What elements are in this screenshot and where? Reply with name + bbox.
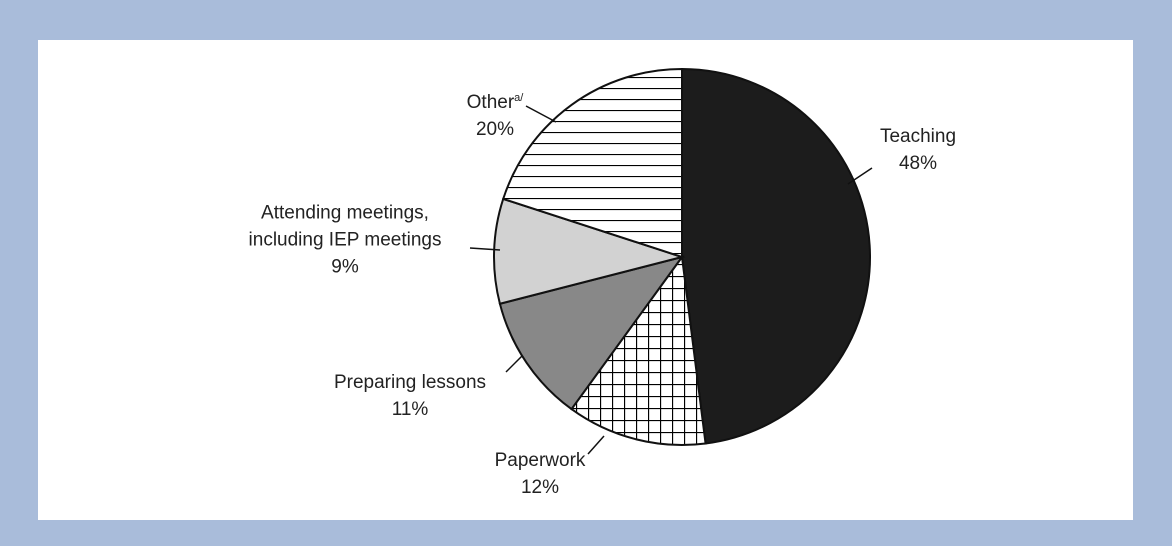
value-label: 9% (331, 256, 359, 278)
leader-line (469, 247, 501, 251)
value-label: 11% (391, 399, 429, 420)
slice-label: Othera/20% (467, 85, 524, 143)
leader-line (525, 105, 557, 123)
slice-label: Attending meetings, including IEP meetin… (249, 200, 442, 281)
slice-label: Paperwork 12% (495, 447, 586, 501)
category-label: Attending meetings, including IEP meetin… (248, 202, 442, 251)
category-label: Paperwork (494, 450, 586, 471)
category-label: Preparing lessons (333, 372, 487, 393)
pie-slice (570, 254, 707, 446)
leader-line (587, 435, 605, 455)
category-label: Teaching (879, 126, 957, 147)
footnote-mark: a/ (514, 92, 524, 104)
pie-slice (681, 67, 872, 445)
pie-slice (501, 67, 683, 259)
leader-line (847, 167, 873, 185)
pie-slice (493, 197, 686, 305)
slice-label: Preparing lessons 11% (334, 369, 486, 423)
value-label: 20% (475, 119, 515, 140)
value-label: 12% (520, 477, 560, 498)
leader-line (505, 355, 523, 373)
category-label: Othera/ (466, 92, 524, 113)
value-label: 48% (898, 153, 938, 174)
slice-label: Teaching 48% (880, 123, 956, 177)
pie-slice (498, 255, 685, 411)
